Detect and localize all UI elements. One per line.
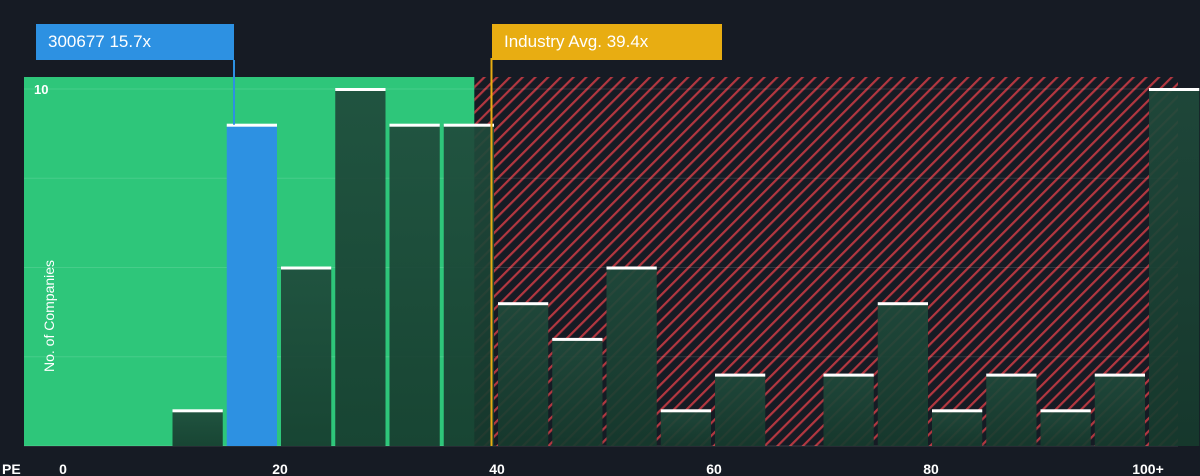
bar-cap — [281, 266, 332, 270]
x-tick-label: 20 — [272, 461, 288, 476]
histogram-bar — [172, 410, 223, 446]
histogram-bar — [823, 374, 874, 446]
bar-cap — [498, 302, 549, 306]
histogram-bar — [1040, 410, 1091, 446]
bar-cap — [1094, 373, 1145, 377]
histogram-bar — [1094, 374, 1145, 446]
histogram-bar — [1149, 89, 1200, 446]
bar-cap — [335, 88, 386, 91]
bar-cap — [823, 373, 874, 377]
y-tick-label: 10 — [34, 82, 48, 97]
histogram-bar — [660, 410, 711, 446]
bar-cap — [877, 302, 928, 306]
bar-cap — [932, 409, 983, 413]
x-tick-label: 80 — [923, 461, 939, 476]
histogram-bar — [335, 89, 386, 446]
bar-cap — [443, 123, 494, 127]
x-tick-label: 100+ — [1132, 461, 1164, 476]
industry-avg-callout: Industry Avg. 39.4x — [492, 24, 722, 60]
bar-cap — [606, 266, 657, 270]
histogram-bar — [389, 124, 440, 446]
histogram-bar — [443, 124, 494, 446]
bar-cap — [986, 373, 1037, 377]
histogram-bar — [281, 267, 332, 446]
bar-cap — [552, 337, 603, 341]
bar-cap — [389, 123, 440, 127]
x-tick-label: 40 — [489, 461, 505, 476]
bars-group — [172, 88, 1200, 446]
histogram-bar — [498, 303, 549, 446]
bar-cap — [715, 373, 766, 377]
bar-cap — [226, 123, 277, 127]
histogram-bar — [932, 410, 983, 446]
y-axis-ticks: 10 — [34, 82, 48, 97]
x-tick-label: 0 — [59, 461, 67, 476]
x-axis-ticks: 0 20 40 60 80 100+ — [59, 461, 1164, 476]
bar-cap — [1149, 88, 1200, 91]
histogram-bar — [606, 267, 657, 446]
bar-cap — [172, 409, 223, 413]
company-pe-callout: 300677 15.7x — [36, 24, 234, 60]
histogram-bar — [715, 374, 766, 446]
x-axis-label: PE — [2, 461, 21, 476]
company-bar — [226, 124, 277, 446]
y-axis-label: No. of Companies — [41, 259, 57, 372]
bar-cap — [660, 409, 711, 413]
x-tick-label: 60 — [706, 461, 722, 476]
histogram-bar — [552, 338, 603, 446]
histogram-bar — [877, 303, 928, 446]
bar-cap — [1040, 409, 1091, 413]
histogram-bar — [986, 374, 1037, 446]
